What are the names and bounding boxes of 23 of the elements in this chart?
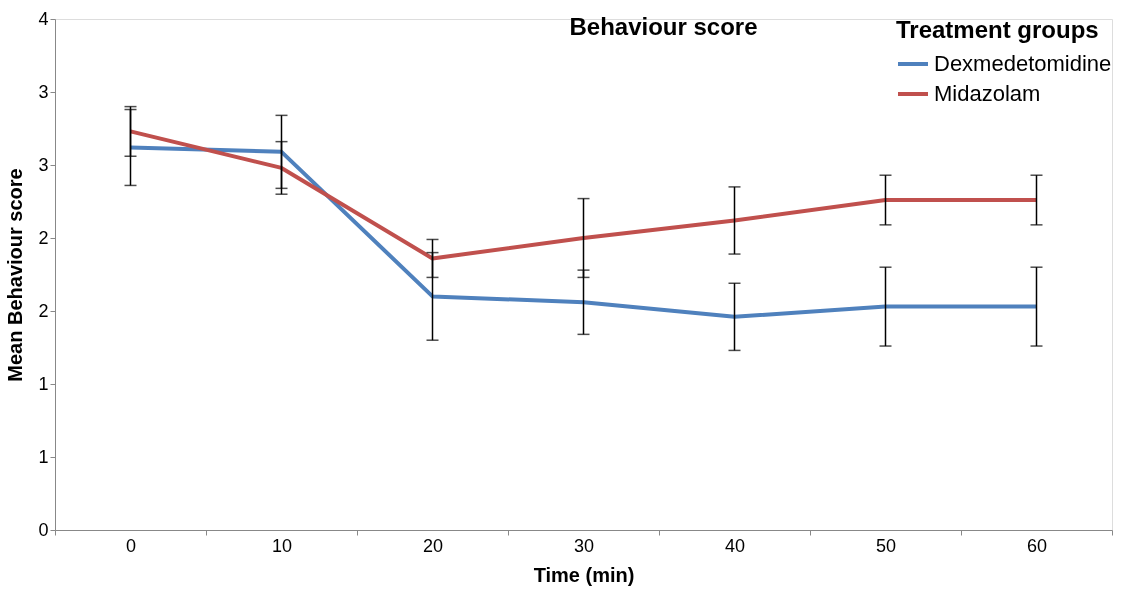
y-tick-label: 3 [38,154,49,175]
y-tick-label: 2 [38,227,49,248]
y-tick-label: 4 [38,8,49,29]
line-series [128,129,1039,261]
y-tick-label: 2 [38,300,49,321]
x-tick-label: 30 [573,535,595,556]
x-axis-title: Time (min) [533,563,635,586]
x-tick-label: 40 [724,535,746,556]
y-tick-label: 1 [38,446,49,467]
x-tick-label: 50 [875,535,897,556]
line-series [128,145,1039,319]
y-tick-label: 0 [38,519,49,540]
x-tick-label: 0 [125,535,137,556]
legend-label: Dexmedetomidine [934,51,1112,76]
x-tick-label: 10 [271,535,293,556]
chart-title: Behaviour score [569,13,758,40]
y-tick-label: 3 [38,81,49,102]
y-tick-label: 1 [38,373,49,394]
x-tick-label: 20 [422,535,444,556]
legend-label: Midazolam [934,81,1041,106]
x-tick-label: 60 [1026,535,1048,556]
legend-title: Treatment groups [896,16,1099,43]
y-axis-title: Mean Behaviour score [4,168,27,382]
